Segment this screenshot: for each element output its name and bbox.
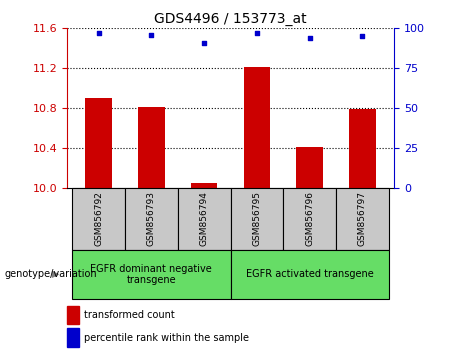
Text: percentile rank within the sample: percentile rank within the sample bbox=[84, 332, 249, 343]
Bar bbox=[67, 306, 79, 324]
Bar bbox=[296, 147, 323, 188]
Text: transformed count: transformed count bbox=[84, 310, 175, 320]
Text: GSM856793: GSM856793 bbox=[147, 191, 156, 246]
Bar bbox=[336, 188, 389, 250]
Text: genotype/variation: genotype/variation bbox=[5, 269, 97, 279]
Bar bbox=[67, 329, 79, 347]
Bar bbox=[72, 250, 230, 299]
Bar bbox=[177, 188, 230, 250]
Text: GSM856797: GSM856797 bbox=[358, 191, 367, 246]
Text: EGFR activated transgene: EGFR activated transgene bbox=[246, 269, 373, 279]
Title: GDS4496 / 153773_at: GDS4496 / 153773_at bbox=[154, 12, 307, 26]
Point bbox=[306, 35, 313, 41]
Text: GSM856792: GSM856792 bbox=[94, 191, 103, 246]
Point bbox=[95, 30, 102, 36]
Bar bbox=[284, 188, 336, 250]
Bar bbox=[230, 188, 284, 250]
Text: GSM856794: GSM856794 bbox=[200, 191, 209, 246]
Text: GSM856796: GSM856796 bbox=[305, 191, 314, 246]
Bar bbox=[244, 67, 270, 188]
Bar bbox=[125, 188, 177, 250]
Bar bbox=[72, 188, 125, 250]
Bar bbox=[191, 183, 217, 188]
Bar bbox=[138, 107, 165, 188]
Point bbox=[201, 40, 208, 46]
Text: GSM856795: GSM856795 bbox=[252, 191, 261, 246]
Point bbox=[253, 30, 260, 36]
Point bbox=[148, 32, 155, 38]
Bar bbox=[349, 109, 376, 188]
Point bbox=[359, 34, 366, 39]
Bar bbox=[85, 98, 112, 188]
Bar bbox=[230, 250, 389, 299]
Text: EGFR dominant negative
transgene: EGFR dominant negative transgene bbox=[90, 263, 212, 285]
